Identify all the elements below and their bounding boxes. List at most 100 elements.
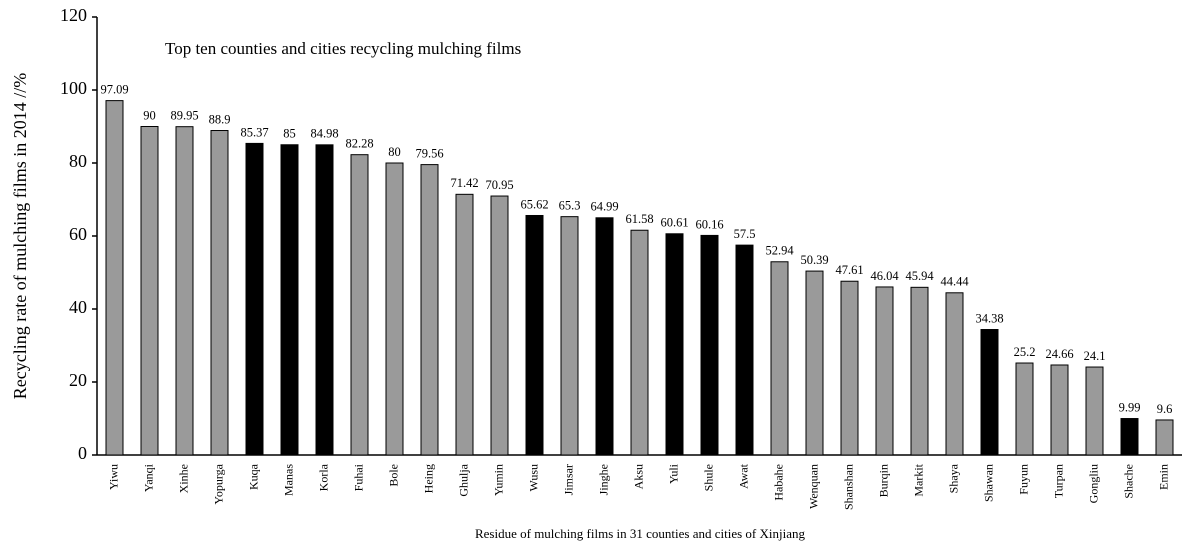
bar bbox=[210, 130, 229, 456]
bar bbox=[1085, 366, 1104, 456]
bar bbox=[315, 144, 334, 456]
x-tick-label: Manas bbox=[281, 464, 295, 496]
data-label: 52.94 bbox=[765, 244, 794, 258]
bar bbox=[175, 126, 194, 456]
data-label: 90 bbox=[143, 108, 156, 122]
bar bbox=[840, 280, 859, 456]
data-label: 44.44 bbox=[940, 275, 969, 289]
bar bbox=[1155, 419, 1174, 456]
bar bbox=[420, 164, 439, 456]
bar bbox=[945, 292, 964, 456]
data-label: 45.94 bbox=[905, 269, 934, 283]
x-tick-label: Burqin bbox=[876, 464, 890, 497]
data-label: 65.62 bbox=[520, 197, 548, 211]
x-tick-label: Wenquan bbox=[806, 464, 820, 509]
bar bbox=[280, 144, 299, 456]
x-tick-label: Yopurga bbox=[211, 463, 225, 504]
data-label: 80 bbox=[388, 145, 401, 159]
data-label: 34.38 bbox=[975, 311, 1003, 325]
data-label: 46.04 bbox=[870, 269, 899, 283]
bar bbox=[490, 195, 509, 456]
data-label: 70.95 bbox=[485, 178, 513, 192]
data-label: 9.6 bbox=[1157, 402, 1173, 416]
x-tick-label: Jimsar bbox=[561, 464, 575, 495]
bar bbox=[455, 193, 474, 456]
y-tick-label: 20 bbox=[69, 370, 87, 390]
x-tick-label: Gongliu bbox=[1086, 464, 1100, 503]
bar bbox=[560, 216, 579, 456]
bar bbox=[1120, 418, 1139, 456]
x-tick-label: Shule bbox=[701, 464, 715, 491]
x-tick-label: Ghulja bbox=[456, 463, 470, 496]
bar bbox=[980, 329, 999, 456]
chart-title: Top ten counties and cities recycling mu… bbox=[165, 39, 521, 58]
bar bbox=[140, 126, 159, 456]
x-tick-label: Kuqa bbox=[246, 463, 260, 490]
bar bbox=[525, 214, 544, 456]
bar bbox=[630, 229, 649, 456]
data-label: 89.95 bbox=[170, 109, 198, 123]
bar bbox=[1015, 362, 1034, 456]
bar bbox=[910, 286, 929, 456]
data-label: 24.1 bbox=[1084, 349, 1106, 363]
data-label: 47.61 bbox=[835, 263, 863, 277]
bar bbox=[700, 234, 719, 456]
data-label: 85.37 bbox=[240, 125, 268, 139]
data-label: 79.56 bbox=[415, 146, 443, 160]
x-tick-label: Aksu bbox=[631, 464, 645, 489]
data-label: 60.16 bbox=[695, 217, 723, 231]
x-tick-label: Turpan bbox=[1051, 464, 1065, 498]
bar bbox=[1050, 364, 1069, 456]
data-label: 71.42 bbox=[450, 176, 478, 190]
data-label: 82.28 bbox=[345, 137, 373, 151]
x-tick-label: Yiwu bbox=[106, 464, 120, 490]
x-tick-label: Habahe bbox=[771, 464, 785, 501]
x-tick-label: Fuhai bbox=[351, 463, 365, 491]
bar bbox=[105, 100, 124, 456]
x-tick-label: Heing bbox=[421, 464, 435, 493]
data-label: 97.09 bbox=[100, 82, 128, 96]
bar bbox=[665, 233, 684, 456]
y-tick-label: 40 bbox=[69, 297, 87, 317]
x-tick-label: Wusu bbox=[526, 464, 540, 492]
bar bbox=[875, 286, 894, 456]
x-tick-label: Xinhe bbox=[176, 464, 190, 493]
x-axis-label: Residue of mulching films in 31 counties… bbox=[475, 526, 806, 541]
data-label: 57.5 bbox=[734, 227, 756, 241]
x-tick-label: Shache bbox=[1121, 464, 1135, 499]
y-tick-label: 60 bbox=[69, 224, 87, 244]
data-label: 50.39 bbox=[800, 253, 828, 267]
data-label: 85 bbox=[283, 127, 296, 141]
y-tick-label: 120 bbox=[60, 5, 87, 25]
x-tick-label: Yuli bbox=[666, 463, 680, 484]
x-tick-label: Shawan bbox=[981, 464, 995, 502]
bar bbox=[350, 154, 369, 456]
y-tick-label: 0 bbox=[78, 443, 87, 463]
data-label: 61.58 bbox=[625, 212, 653, 226]
x-tick-label: Markit bbox=[911, 463, 925, 496]
data-label: 64.99 bbox=[590, 200, 618, 214]
x-tick-label: Jinghe bbox=[596, 464, 610, 495]
data-label: 60.61 bbox=[660, 216, 688, 230]
data-label: 9.99 bbox=[1119, 400, 1141, 414]
bar bbox=[245, 142, 264, 456]
data-label: 25.2 bbox=[1014, 345, 1036, 359]
y-tick-label: 100 bbox=[60, 78, 87, 98]
data-label: 84.98 bbox=[310, 127, 338, 141]
x-tick-label: Fuyun bbox=[1016, 464, 1030, 495]
bar bbox=[385, 162, 404, 456]
x-tick-label: Yanqi bbox=[141, 463, 155, 492]
bar bbox=[595, 217, 614, 456]
x-tick-label: Shanshan bbox=[841, 464, 855, 510]
x-tick-label: Awat bbox=[736, 463, 750, 489]
x-tick-label: Shaya bbox=[946, 463, 960, 493]
bar bbox=[770, 261, 789, 456]
y-axis-label: Recycling rate of mulching films in 2014… bbox=[10, 73, 30, 399]
data-label: 65.3 bbox=[559, 199, 581, 213]
x-tick-label: Emin bbox=[1156, 464, 1170, 490]
data-label: 24.66 bbox=[1045, 347, 1073, 361]
bar bbox=[735, 244, 754, 456]
data-label: 88.9 bbox=[209, 112, 231, 126]
x-tick-label: Yumin bbox=[491, 464, 505, 496]
x-tick-label: Bole bbox=[386, 464, 400, 487]
